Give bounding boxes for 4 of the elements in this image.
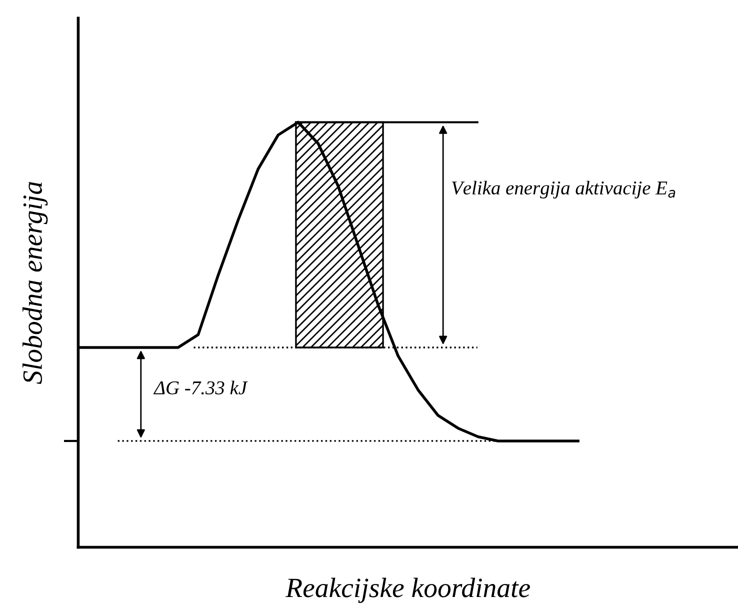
annotation: Velika energija aktivacije E$_{a}$ (452, 180, 676, 198)
x-axis-title: Reakcijske koordinate (285, 578, 530, 603)
y-axis-title: Slobodna energija (22, 182, 48, 384)
annotation: ΔG -7.33 kJ (153, 380, 248, 395)
